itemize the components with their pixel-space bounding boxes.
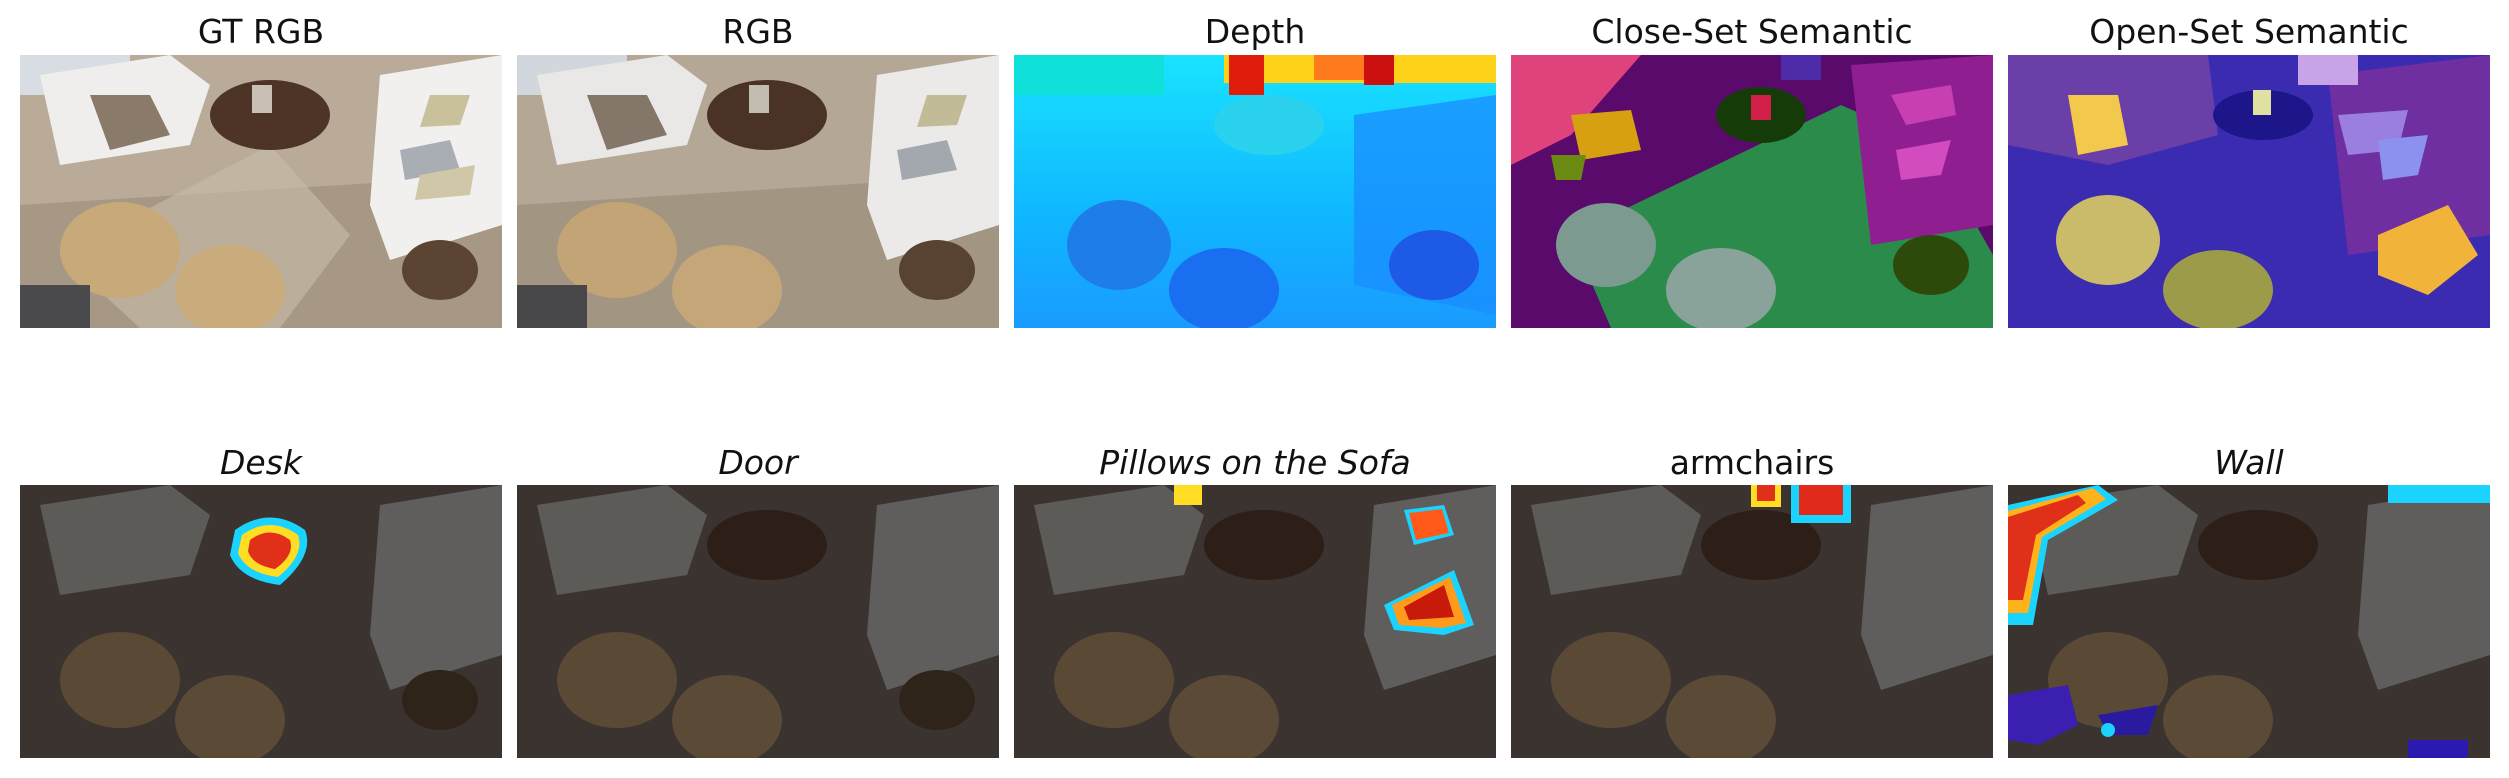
wall-heatmap-image (2008, 485, 2490, 758)
title-close-set-semantic: Close-Set Semantic (1591, 12, 1913, 51)
open-set-semantic-image (2008, 55, 2490, 328)
panel-armchairs-heatmap (1511, 485, 1993, 758)
panel-door-heatmap (517, 485, 999, 758)
panel-close-set-semantic (1511, 55, 1993, 328)
panel-wall-heatmap (2008, 485, 2490, 758)
title-gt-rgb: GT RGB (197, 12, 325, 51)
title-wall: Wall (2214, 443, 2284, 482)
gt-rgb-image (20, 55, 502, 328)
panel-depth (1014, 55, 1496, 328)
rgb-image (517, 55, 999, 328)
panel-rgb (517, 55, 999, 328)
close-set-semantic-image (1511, 55, 1993, 328)
panel-pillows-heatmap (1014, 485, 1496, 758)
panel-gt-rgb (20, 55, 502, 328)
title-pillows-on-the-sofa: Pillows on the Sofa (1099, 443, 1411, 482)
title-armchairs: armchairs (1669, 443, 1835, 482)
title-open-set-semantic: Open-Set Semantic (2089, 12, 2409, 51)
armchairs-heatmap-image (1511, 485, 1993, 758)
door-heatmap-image (517, 485, 999, 758)
title-rgb: RGB (722, 12, 794, 51)
depth-image (1014, 55, 1496, 328)
panel-open-set-semantic (2008, 55, 2490, 328)
title-depth: Depth (1204, 12, 1306, 51)
title-desk: Desk (219, 443, 303, 482)
desk-heatmap-image (20, 485, 502, 758)
title-door: Door (718, 443, 798, 482)
pillows-heatmap-image (1014, 485, 1496, 758)
panel-desk-heatmap (20, 485, 502, 758)
